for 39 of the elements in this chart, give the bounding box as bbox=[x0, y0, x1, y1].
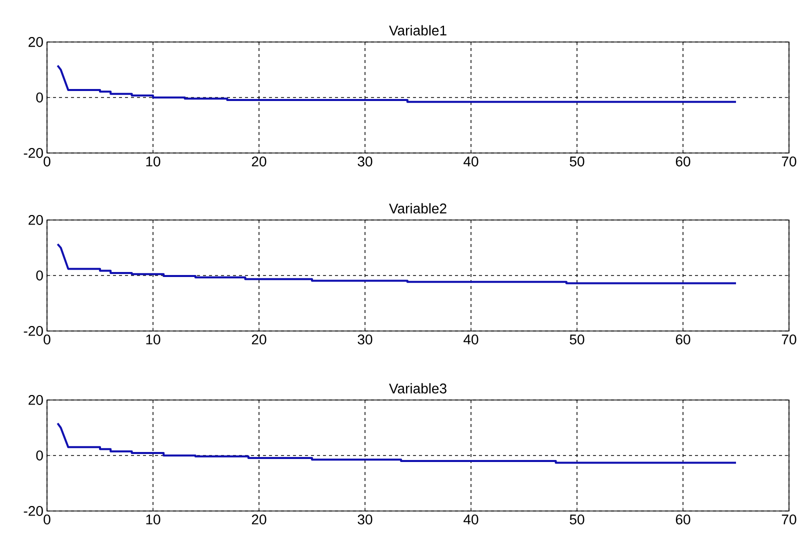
y-tick-label: 0 bbox=[36, 270, 43, 280]
x-tick-label: 50 bbox=[570, 514, 584, 524]
line-series bbox=[56, 243, 737, 284]
x-tick-label: 20 bbox=[252, 156, 266, 166]
y-tick-label: 0 bbox=[36, 92, 43, 102]
y-tick-label: -20 bbox=[24, 148, 43, 158]
x-tick-label: 40 bbox=[464, 156, 478, 166]
x-tick-label: 0 bbox=[44, 334, 50, 344]
line-series bbox=[56, 422, 737, 464]
y-tick-label: 20 bbox=[28, 37, 43, 47]
x-tick-label: 20 bbox=[252, 334, 266, 344]
x-tick-label: 40 bbox=[464, 334, 478, 344]
x-tick-label: 10 bbox=[146, 156, 160, 166]
x-tick-label: 0 bbox=[44, 514, 50, 524]
x-tick-label: 30 bbox=[358, 514, 372, 524]
x-tick-label: 60 bbox=[676, 514, 690, 524]
x-tick-label: 50 bbox=[570, 156, 584, 166]
x-tick-label: 50 bbox=[570, 334, 584, 344]
x-tick-label: 30 bbox=[358, 156, 372, 166]
y-tick-label: 20 bbox=[28, 215, 43, 225]
y-tick-label: 0 bbox=[36, 450, 43, 460]
x-tick-label: 10 bbox=[146, 334, 160, 344]
x-tick-label: 70 bbox=[782, 156, 796, 166]
chart-title: Variable1 bbox=[389, 25, 446, 36]
y-tick-label: -20 bbox=[24, 326, 43, 336]
x-tick-label: 70 bbox=[782, 514, 796, 524]
x-tick-label: 60 bbox=[676, 334, 690, 344]
x-tick-label: 60 bbox=[676, 156, 690, 166]
x-tick-label: 0 bbox=[44, 156, 50, 166]
x-tick-label: 30 bbox=[358, 334, 372, 344]
chart-title: Variable3 bbox=[389, 383, 446, 394]
chart-title: Variable2 bbox=[389, 203, 446, 214]
y-tick-label: -20 bbox=[24, 506, 43, 516]
x-tick-label: 40 bbox=[464, 514, 478, 524]
x-tick-label: 70 bbox=[782, 334, 796, 344]
line-series bbox=[56, 64, 737, 103]
x-tick-label: 10 bbox=[146, 514, 160, 524]
x-tick-label: 20 bbox=[252, 514, 266, 524]
y-tick-label: 20 bbox=[28, 395, 43, 405]
